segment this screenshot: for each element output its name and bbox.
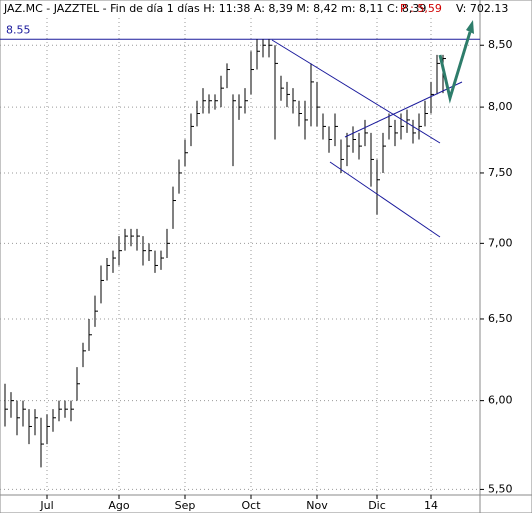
arrow <box>438 31 472 104</box>
x-tick-label: Sep <box>175 499 196 512</box>
x-tick-label: 14 <box>424 499 438 512</box>
header-change: P : 5,59 <box>400 2 442 15</box>
trend-line <box>271 39 441 144</box>
y-tick-label: 6,00 <box>488 394 513 407</box>
y-tick-label: 7,50 <box>488 166 513 179</box>
plot: 5,50 6,00 6,50 7,00 7,50 8,00 8,50 Jul Ago Sep Oct… <box>0 18 513 512</box>
header-bg <box>1 1 479 16</box>
arrow-head <box>466 20 474 34</box>
y-tick-label: 8,50 <box>488 38 513 51</box>
y-tick-label: 8,00 <box>488 100 513 113</box>
x-tick-label: Jul <box>39 499 53 512</box>
header-volume: V: 702.13 <box>456 2 508 15</box>
y-tick-label: 6,50 <box>488 312 513 325</box>
y-tick-label: 7,00 <box>488 236 513 249</box>
x-tick-label: Dic <box>368 499 386 512</box>
trend-line <box>344 81 463 138</box>
x-tick-label: Ago <box>108 499 130 512</box>
trend-line <box>329 161 441 238</box>
header-title: JAZ.MC - JAZZTEL - Fin de día 1 días H: … <box>3 2 426 15</box>
x-tick-label: Nov <box>306 499 328 512</box>
y-tick-label: 5,50 <box>488 482 513 495</box>
drawings <box>271 20 474 238</box>
x-tick-label: Oct <box>241 499 261 512</box>
reference-label: 8.55 <box>6 23 31 36</box>
